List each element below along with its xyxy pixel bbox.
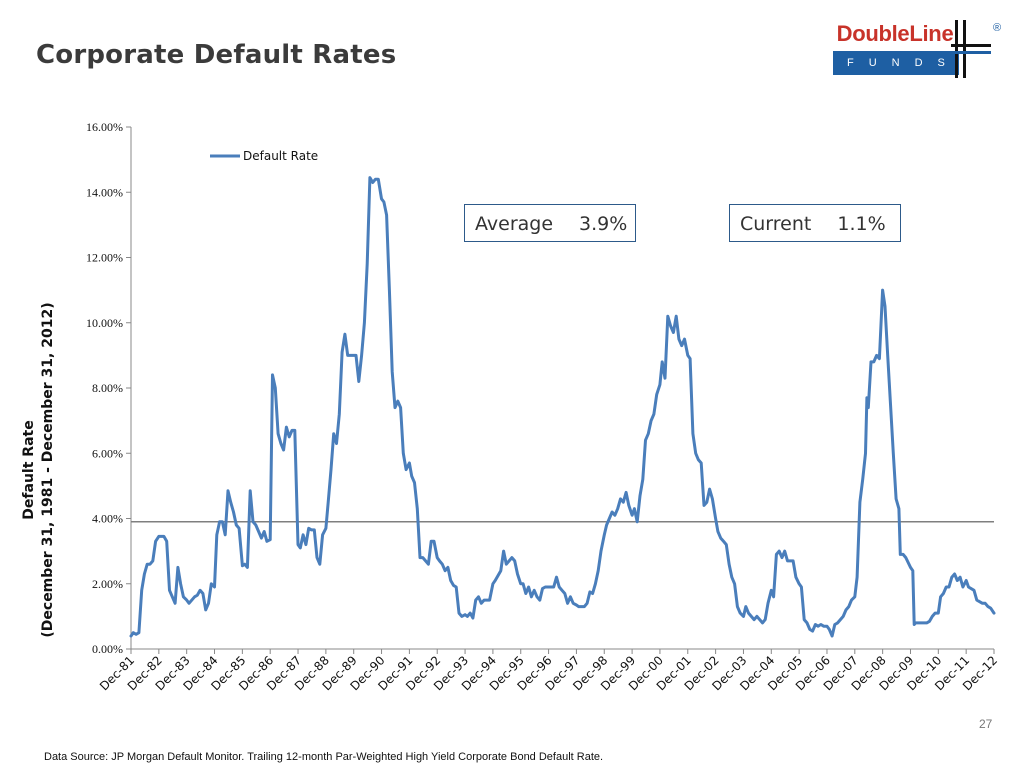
y-axis: 0.00% 2.00% 4.00% 6.00% 8.00% 10.00% 12.00% 14.…	[86, 120, 132, 656]
current-value: 1.1%	[837, 213, 886, 235]
series-line-default-rate	[129, 176, 996, 638]
current-annotation: Current 1.1%	[729, 204, 901, 242]
y-tick-label: 2.00%	[92, 577, 123, 591]
page-title: Corporate Default Rates	[36, 40, 397, 70]
logo-wordmark: DoubleLine	[833, 20, 957, 47]
y-tick-label: 8.00%	[92, 381, 123, 395]
y-tick-label: 14.00%	[86, 185, 123, 199]
doubleline-logo: DoubleLine FUNDS ®	[833, 20, 1013, 78]
legend-label: Default Rate	[243, 149, 318, 163]
y-tick-label: 0.00%	[92, 642, 123, 656]
logo-subtitle: FUNDS	[833, 51, 959, 75]
average-label: Average	[475, 213, 554, 235]
y-tick-label: 4.00%	[92, 512, 123, 526]
x-axis: Dec-81Dec-82Dec-83Dec-84Dec-85Dec-86Dec-…	[97, 648, 1000, 693]
series-group	[129, 176, 996, 638]
current-label: Current	[740, 213, 812, 235]
page-number: 27	[979, 717, 993, 731]
y-tick-label: 16.00%	[86, 120, 123, 134]
y-tick-label: 10.00%	[86, 316, 123, 330]
y-tick-label: 6.00%	[92, 446, 123, 460]
average-value: 3.9%	[579, 213, 628, 235]
source-note: Data Source: JP Morgan Default Monitor. …	[44, 751, 604, 763]
legend: Default Rate	[210, 149, 318, 163]
registered-mark: ®	[993, 22, 1002, 34]
average-annotation: Average 3.9%	[464, 204, 636, 242]
y-tick-label: 12.00%	[86, 251, 123, 265]
logo-crosshair-icon	[951, 20, 991, 78]
